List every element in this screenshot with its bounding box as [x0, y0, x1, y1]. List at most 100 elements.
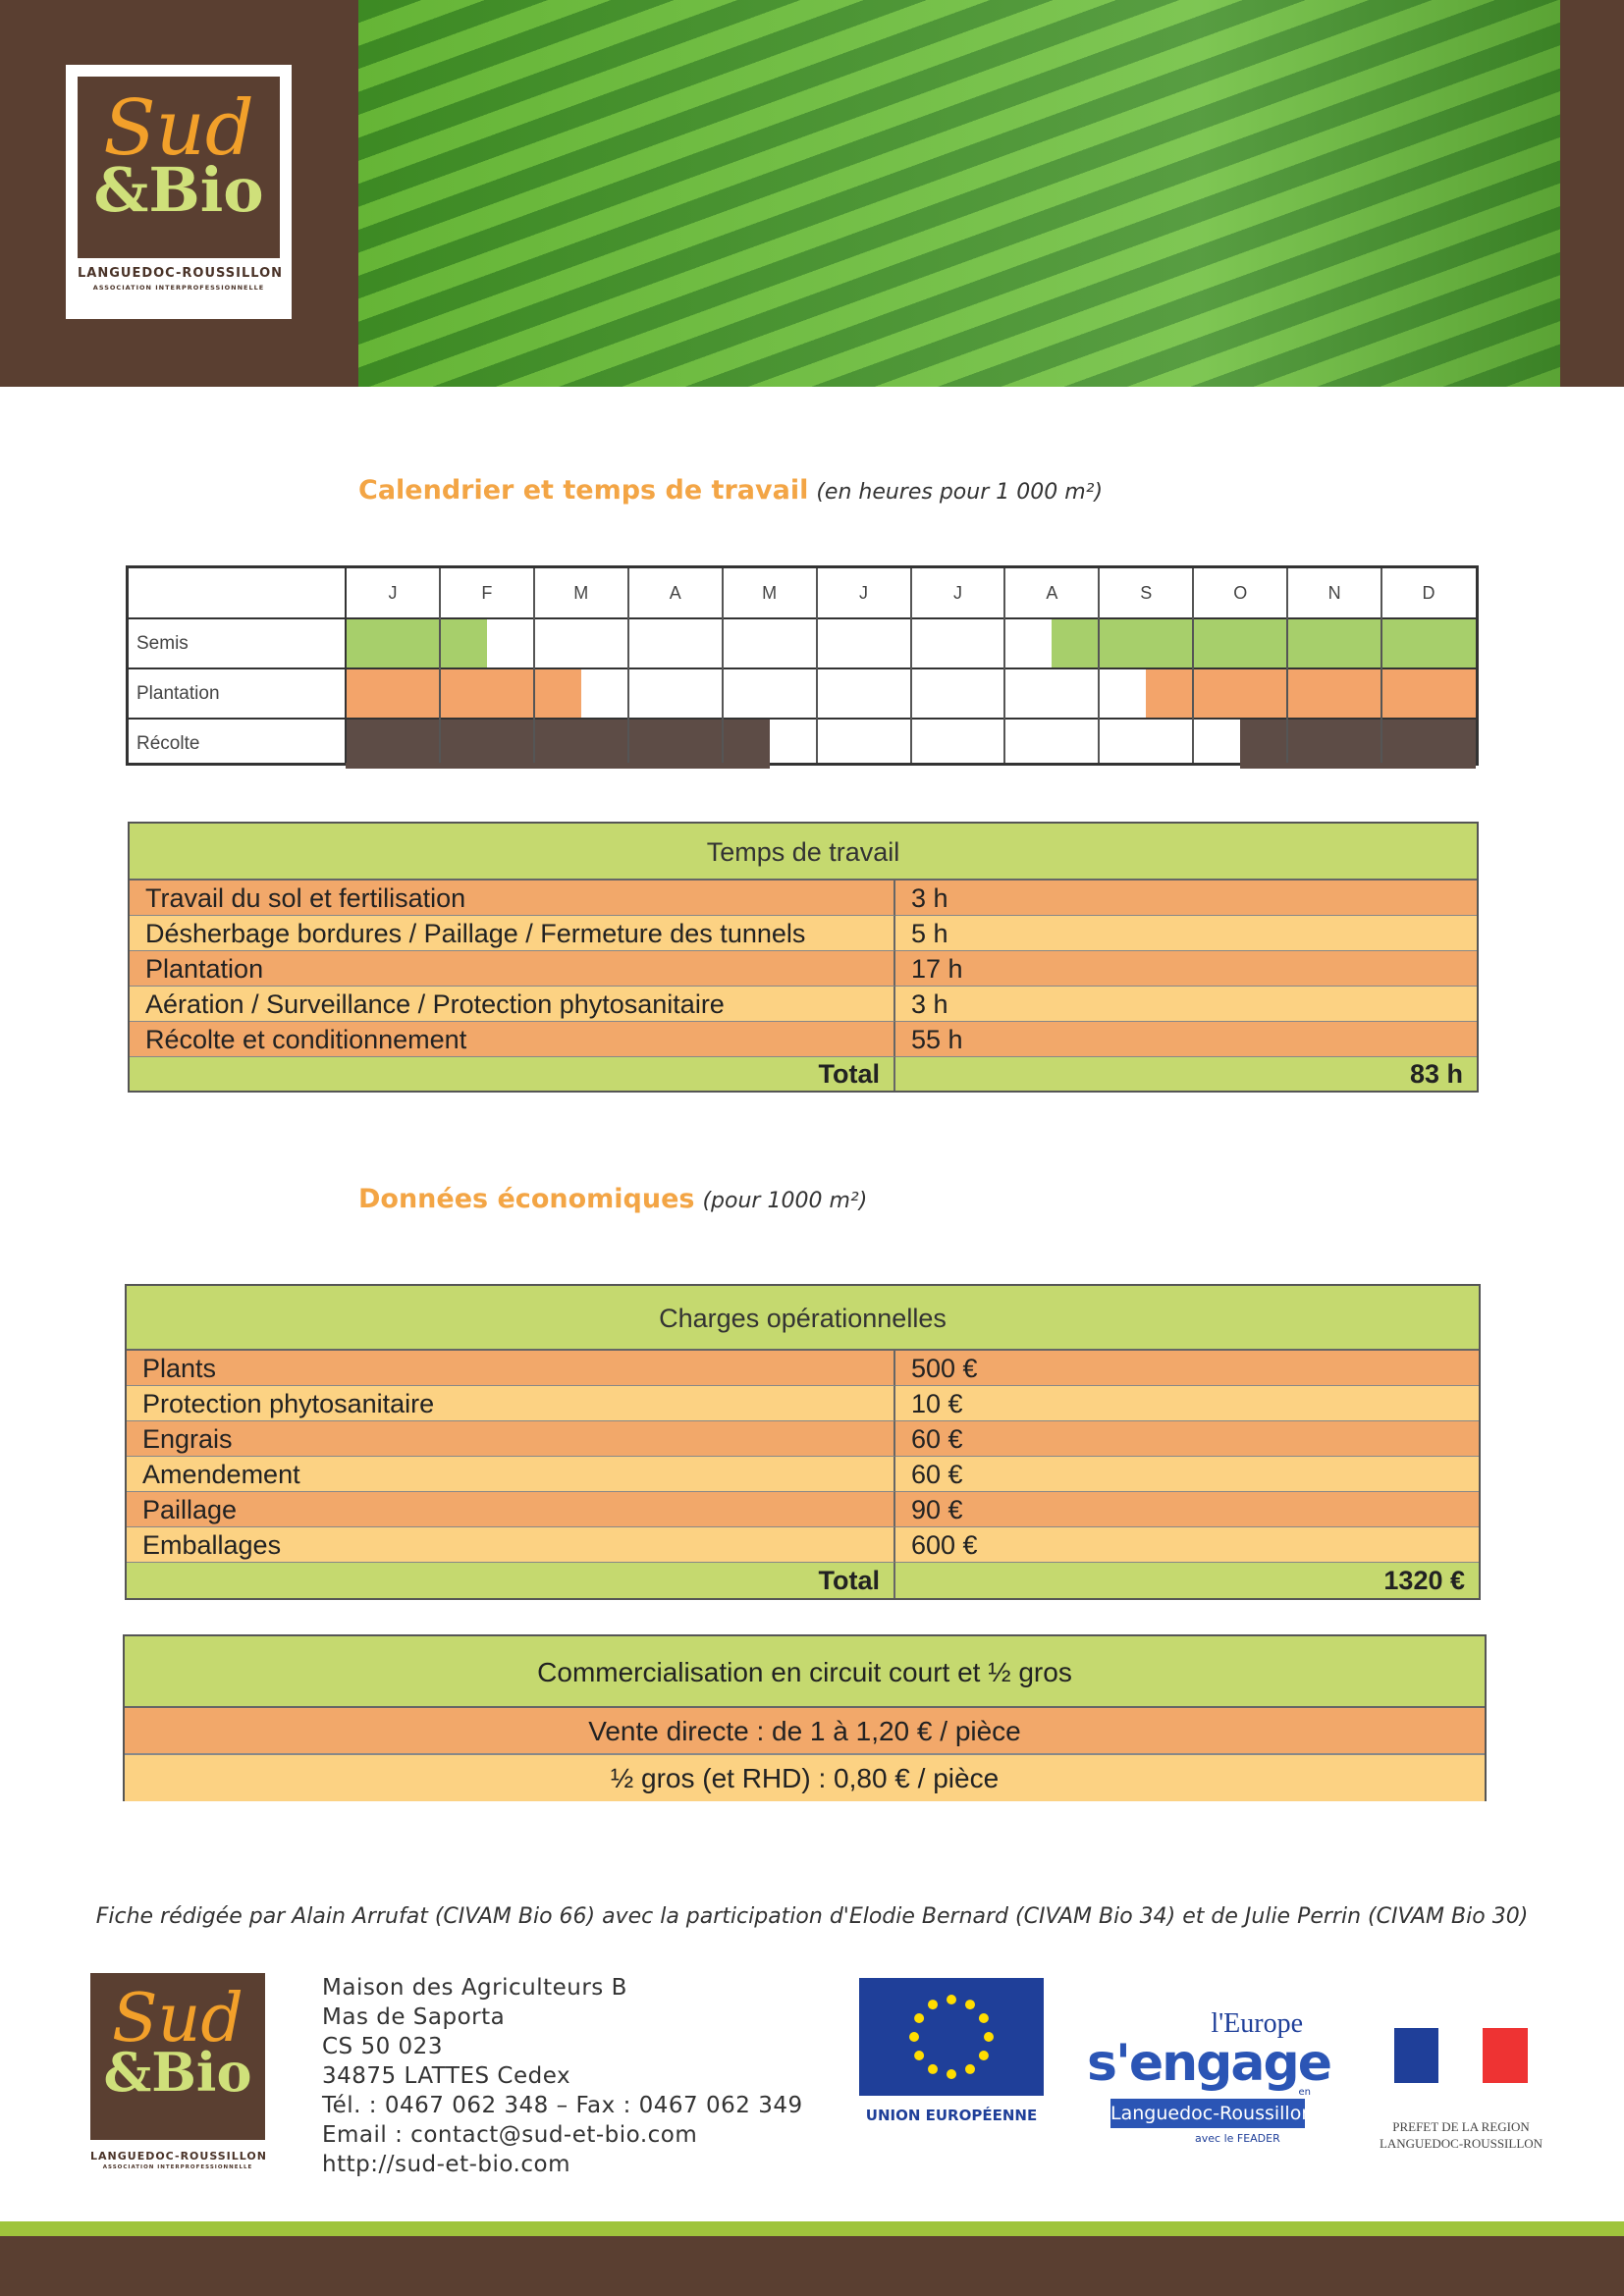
address-line: Mas de Saporta	[322, 2004, 506, 2030]
row-value: 10 €	[895, 1386, 1479, 1421]
logo-subtitle: ASSOCIATION INTERPROFESSIONNELLE	[92, 284, 265, 292]
row-value: 90 €	[895, 1492, 1479, 1527]
prefet-text: LANGUEDOC-ROUSSILLON	[1379, 2136, 1543, 2151]
row-value: 3 h	[895, 881, 1477, 916]
row-label: Paillage	[127, 1492, 895, 1527]
row-label: Amendement	[127, 1457, 895, 1492]
column-line	[721, 568, 724, 763]
row-label: Plants	[127, 1351, 895, 1386]
row-label: Travail du sol et fertilisation	[130, 881, 895, 916]
address-line: Email : contact@sud-et-bio.com	[322, 2122, 698, 2148]
prefet-text: PREFET DE LA REGION	[1392, 2119, 1530, 2134]
row-value: 3 h	[895, 987, 1477, 1022]
logo-mark: Sud &Bio	[90, 1973, 265, 2140]
month-label: O	[1233, 583, 1248, 603]
eu-star	[978, 2051, 989, 2060]
europe-logo: l'Europe s'engage en Languedoc-Roussillo…	[1087, 2008, 1332, 2152]
marianne	[1394, 2028, 1528, 2083]
row-label: Emballages	[127, 1527, 895, 1563]
calendar-table: J F M A M J J A S O N D Semis Plantation Récolte	[126, 565, 1479, 769]
row-value: 600 €	[895, 1527, 1479, 1563]
total-value: 83 h	[895, 1057, 1477, 1091]
eu-star	[947, 1995, 956, 2004]
europe-text: s'engage	[1087, 2034, 1332, 2093]
europe-text: l'Europe	[1211, 2008, 1303, 2039]
month-label: M	[573, 583, 589, 603]
eu-star	[978, 2013, 989, 2023]
total-label: Total	[130, 1057, 895, 1091]
address-line: http://sud-et-bio.com	[322, 2152, 570, 2177]
logo-text: Sud	[103, 84, 254, 173]
row-value: 60 €	[895, 1421, 1479, 1457]
section-note: (pour 1000 m²)	[702, 1189, 868, 1213]
month-label: M	[762, 583, 778, 603]
prefet: PREFET DE LA REGION LANGUEDOC-ROUSSILLON	[1355, 2118, 1567, 2152]
row-label: Désherbage bordures / Paillage / Fermetu…	[130, 916, 895, 951]
eu-star	[965, 2063, 975, 2074]
row-label: Récolte et conditionnement	[130, 1022, 895, 1057]
row-label: Aération / Surveillance / Protection phy…	[130, 987, 895, 1022]
work-time-table: Temps de travail Travail du sol et fertil…	[128, 822, 1479, 1093]
row-label: Engrais	[127, 1421, 895, 1457]
row-label: Plantation	[130, 951, 895, 987]
total-label: Total	[127, 1563, 895, 1598]
month-label: J	[859, 583, 869, 603]
row-line	[129, 667, 1476, 669]
month-label: S	[1140, 583, 1153, 603]
month-label: N	[1327, 583, 1341, 603]
row-label: Plantation	[136, 683, 220, 704]
month-label: D	[1422, 583, 1435, 603]
address: Maison des Agriculteurs B Mas de Saporta C…	[322, 1973, 803, 2179]
address-line: CS 50 023	[322, 2034, 443, 2059]
eu-star	[914, 2051, 925, 2060]
europe-text: Languedoc-Roussillon	[1110, 2099, 1313, 2128]
row-value: 55 h	[895, 1022, 1477, 1057]
logo-subtitle: ASSOCIATION INTERPROFESSIONNELLE	[102, 2164, 253, 2170]
sales-line: ½ gros (et RHD) : 0,80 € / pièce	[125, 1754, 1485, 1801]
header-logo: Sud &Bio LANGUEDOC-ROUSSILLON ASSOCIATIO…	[66, 65, 292, 319]
column-line	[626, 568, 629, 763]
eu-stars	[909, 1995, 994, 2079]
column-line	[1192, 568, 1195, 763]
europe-text: avec le FEADER	[1195, 2132, 1280, 2145]
sales-table: Commercialisation en circuit court et ½ …	[123, 1634, 1487, 1801]
eu-star	[928, 2063, 938, 2074]
footer-band	[0, 2236, 1624, 2296]
eu-star	[984, 2032, 994, 2042]
total-value: 1320 €	[895, 1563, 1479, 1598]
column-line	[815, 568, 818, 763]
logo-mark: Sud &Bio	[78, 77, 280, 258]
eu-star	[947, 2069, 956, 2079]
row-label: Protection phytosanitaire	[127, 1386, 895, 1421]
column-line	[1003, 568, 1006, 763]
month-label: J	[952, 583, 962, 603]
photo-shade	[358, 0, 1560, 387]
table-title: Charges opérationnelles	[127, 1286, 1479, 1351]
logo-text: &Bio	[103, 2041, 252, 2105]
column-line	[345, 568, 347, 763]
logo-text: Sud	[112, 1980, 244, 2057]
charges-table: Charges opérationnelles Plants 500 € Protec…	[125, 1284, 1481, 1600]
column-line	[909, 568, 912, 763]
section-title-text: Calendrier et temps de travail	[358, 475, 809, 506]
month-label: A	[1046, 583, 1058, 603]
logo-region: LANGUEDOC-ROUSSILLON	[90, 2150, 267, 2163]
row-value: 5 h	[895, 916, 1477, 951]
row-value: 500 €	[895, 1351, 1479, 1386]
section-title: Données économiques (pour 1000 m²)	[358, 1184, 867, 1214]
section-title: Calendrier et temps de travail (en heures…	[358, 475, 1103, 506]
footer-stripe	[0, 2221, 1624, 2236]
column-line	[438, 568, 441, 763]
eu-flag	[859, 1978, 1044, 2096]
period-bar	[346, 668, 581, 719]
eu-star	[965, 2000, 975, 2010]
row-line	[129, 617, 1476, 619]
eu-star	[909, 2032, 919, 2042]
address-line: 34875 LATTES Cedex	[322, 2063, 571, 2089]
footer-logo: Sud &Bio LANGUEDOC-ROUSSILLON ASSOCIATIO…	[86, 1969, 269, 2181]
eu-star	[928, 2000, 938, 2010]
column-line	[532, 568, 535, 763]
period-bar	[346, 618, 487, 668]
